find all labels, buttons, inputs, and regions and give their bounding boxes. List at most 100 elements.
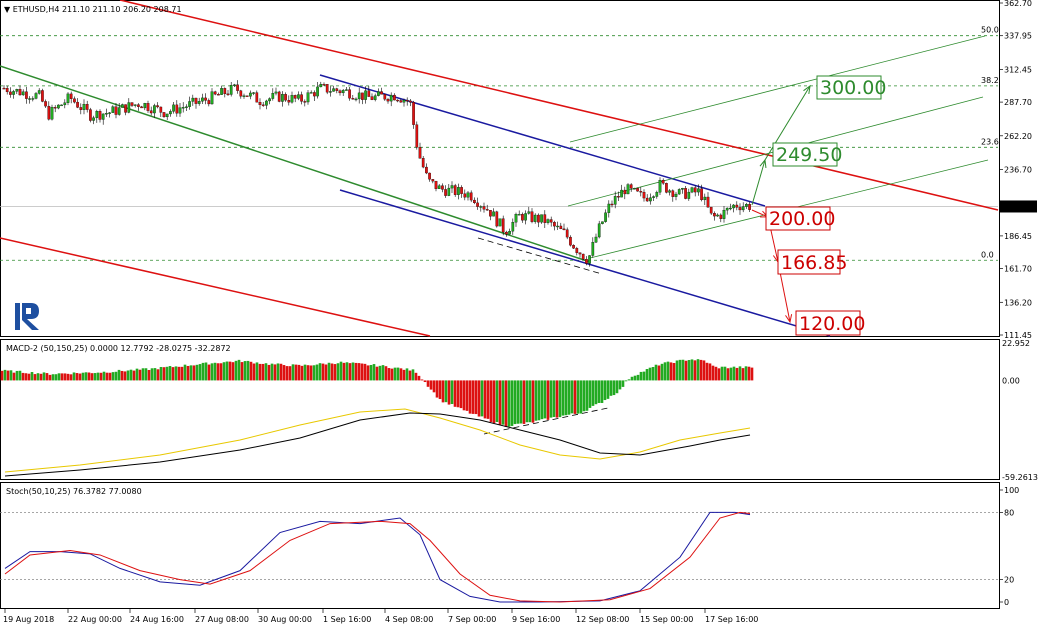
macd-hist-bar [579,380,583,414]
target-249: 249.50 [772,142,842,167]
bull-candle [725,207,729,211]
bull-candle [37,90,41,94]
bull-candle [181,107,185,109]
bear-candle [351,98,355,100]
macd-hist-bar [588,380,592,408]
bull-candle [613,196,617,205]
bull-candle [117,107,121,115]
bull-candle [604,212,607,222]
time-tick-label: 4 Sep 08:00 [385,615,433,624]
macd-hist-bar [288,366,292,381]
bull-candle [620,189,623,198]
bull-candle [95,111,99,118]
macd-tick-label: -59.2613 [1002,473,1038,482]
bull-candle [607,203,611,213]
macd-hist-bar [741,368,745,381]
bear-candle [213,91,217,95]
price-tick-label: 236.70 [1004,165,1032,174]
bull-candle [108,112,111,114]
time-tick-label: 9 Sep 16:00 [512,615,560,624]
macd-hist-bar [339,361,343,381]
bull-candle [249,92,252,97]
bull-candle [690,187,694,193]
macd-hist-bar [351,362,355,381]
macd-hist-bar [489,380,493,422]
bear-candle [463,193,467,198]
macd-hist-bar [102,371,106,381]
bear-candle [713,213,716,217]
macd-hist-bar [141,368,145,381]
bull-candle [271,93,275,99]
bull-candle [540,214,543,223]
macd-hist-bar [228,361,232,381]
stoch-panel[interactable] [0,482,1000,609]
macd-hist-bar [387,368,391,381]
macd-hist-bar [621,380,625,387]
price-tick-label: 111.45 [1004,331,1032,340]
macd-hist-bar [609,380,613,396]
macd-hist-bar [603,380,607,401]
macd-hist-bar [303,364,307,381]
price-tick-label: 362.70 [1004,0,1032,8]
macd-hist-bar [525,380,529,423]
bear-candle [85,104,89,110]
macd-hist-bar [597,380,601,403]
macd-hist-bar [630,376,634,381]
fib-level-label: 50.0 [981,26,999,35]
bear-candle [645,197,649,202]
macd-hist-bar [450,380,454,405]
macd-hist-bar [663,362,667,381]
bull-candle [556,225,559,228]
macd-hist-bar [273,364,277,381]
bull-candle [297,94,300,99]
bull-candle [652,196,655,198]
macd-hist-bar [183,364,187,381]
fan-line-1 [569,35,986,143]
bull-candle [687,191,691,199]
macd-hist-bar [618,380,622,390]
bear-candle [261,104,265,106]
arrow-to-200 [751,209,769,218]
target-120: 120.00 [795,310,865,336]
bear-candle [530,211,534,222]
macd-hist-bar [606,380,610,399]
bear-candle [396,99,399,102]
bull-candle [341,89,345,94]
macd-hist-bar [612,380,616,396]
macd-hist-bar [411,369,415,381]
macd-hist-bar [201,362,205,381]
bull-candle [674,193,678,197]
bear-candle [521,214,524,221]
price-panel[interactable] [0,0,1000,337]
macd-hist-bar [705,362,709,381]
time-tick-label: 30 Aug 00:00 [258,615,312,624]
macd-hist-bar [504,380,508,427]
macd-hist-bar [363,363,367,381]
bear-candle [380,91,383,95]
bear-candle [370,96,374,100]
bear-candle [639,191,643,193]
macd-hist-bar [213,362,217,381]
bear-candle [553,222,556,227]
symbol-label: ETHUSD,H4 [13,5,60,14]
bull-candle [28,98,31,100]
price-tick-label: 186.45 [1004,232,1032,241]
stoch-tick-label: 100 [1004,486,1019,495]
bear-candle [489,210,492,217]
bear-candle [98,111,102,120]
bear-candle [569,236,572,246]
bull-candle [12,91,15,95]
macd-hist-bar [639,371,643,381]
bear-candle [383,94,387,100]
macd-hist-bar [39,373,43,381]
bull-candle [332,88,335,92]
bear-candle [543,214,547,223]
bear-candle [338,90,342,94]
macd-hist-bar [6,370,10,381]
target-200: 200.00 [765,206,835,231]
bear-candle [159,106,163,113]
macd-hist-bar [402,369,406,381]
bear-candle [194,97,198,104]
bear-candle [485,209,489,211]
